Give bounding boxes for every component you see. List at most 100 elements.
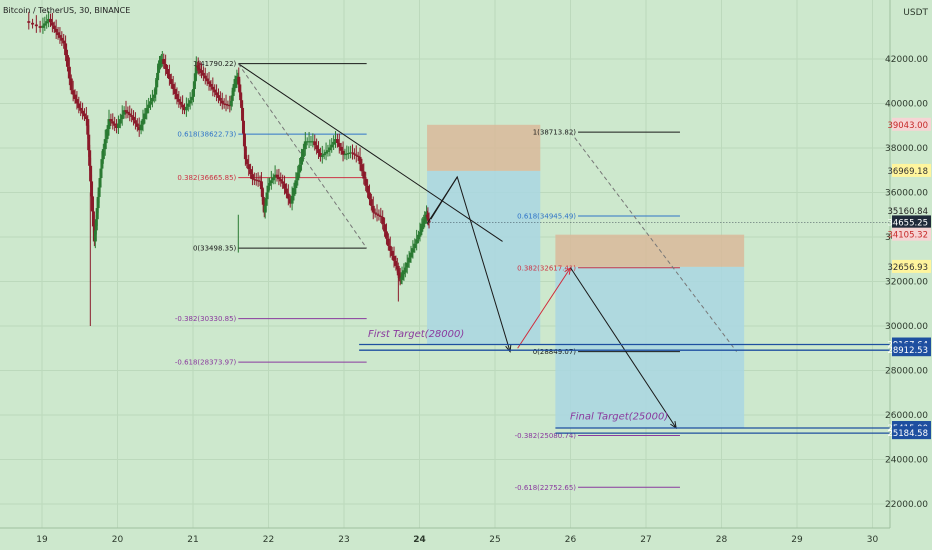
candle-body bbox=[177, 99, 181, 102]
candle-body bbox=[156, 72, 160, 81]
candle-body bbox=[317, 149, 321, 154]
right-fib-label: 1(38713.82) bbox=[533, 129, 577, 137]
candle-body bbox=[402, 272, 406, 275]
candle-body bbox=[73, 94, 77, 100]
candle-body bbox=[132, 116, 136, 121]
candle-body bbox=[54, 28, 58, 33]
candle-body bbox=[197, 67, 201, 70]
candle-body bbox=[313, 141, 317, 146]
candle-body bbox=[118, 119, 122, 124]
candle-body bbox=[277, 176, 281, 180]
candle-body bbox=[179, 101, 183, 105]
candle-body bbox=[79, 107, 83, 111]
candle-body bbox=[220, 100, 224, 104]
candle-body bbox=[150, 97, 154, 102]
candle-body bbox=[403, 267, 407, 273]
candle-body bbox=[292, 188, 296, 196]
candle-body bbox=[358, 156, 362, 165]
first-target-annotation: First Target(28000) bbox=[368, 329, 464, 340]
candle-body bbox=[120, 114, 124, 120]
candle-body bbox=[192, 81, 196, 90]
candle-body bbox=[259, 181, 263, 190]
time-tick-label: 30 bbox=[867, 535, 879, 545]
first-stop-box bbox=[427, 124, 541, 171]
candle-body bbox=[159, 60, 163, 63]
candle-body bbox=[41, 25, 45, 28]
position-boxes bbox=[427, 124, 745, 429]
candle-body bbox=[86, 119, 90, 135]
candle-body bbox=[209, 84, 213, 87]
candle-body bbox=[260, 189, 264, 197]
candle-body bbox=[279, 179, 283, 182]
candle-body bbox=[115, 125, 119, 128]
price-badge-label: 35160.84 bbox=[887, 207, 928, 217]
candle-body bbox=[425, 214, 429, 217]
price-tick-label: 42000.00 bbox=[885, 55, 928, 65]
candle-body bbox=[349, 152, 353, 154]
price-series bbox=[27, 10, 431, 326]
candle-body bbox=[164, 64, 168, 70]
fib-ray-right bbox=[570, 131, 737, 352]
scenario-path-three bbox=[570, 267, 677, 429]
candle-body bbox=[89, 165, 93, 182]
candle-body bbox=[62, 40, 66, 44]
price-axis-panel bbox=[890, 0, 932, 550]
candle-body bbox=[379, 215, 383, 217]
right-fib-label: 0(28849.07) bbox=[533, 348, 577, 356]
candle-body bbox=[418, 231, 422, 235]
candle-body bbox=[81, 110, 85, 114]
final-target-box bbox=[555, 266, 745, 429]
candle-body bbox=[232, 85, 236, 91]
final-stop-box bbox=[555, 234, 745, 267]
candle-body bbox=[424, 216, 428, 220]
candle-body bbox=[135, 123, 139, 127]
candle-body bbox=[375, 213, 379, 215]
candle-body bbox=[332, 141, 336, 145]
candle-body bbox=[286, 193, 290, 199]
candle-body bbox=[97, 187, 101, 197]
candle-body bbox=[155, 80, 159, 88]
price-badge bbox=[892, 215, 931, 229]
candle-body bbox=[401, 274, 405, 276]
scenario-path-two bbox=[517, 267, 571, 349]
candle-body bbox=[388, 245, 392, 251]
candle-body bbox=[60, 37, 64, 41]
candle-body bbox=[211, 86, 215, 90]
candle-body bbox=[320, 155, 324, 157]
candle-body bbox=[65, 55, 69, 67]
candle-body bbox=[390, 250, 394, 256]
candle-body bbox=[267, 183, 271, 186]
candle-body bbox=[288, 198, 292, 204]
candle-body bbox=[137, 126, 141, 131]
candle-body bbox=[218, 97, 222, 101]
candle-body bbox=[326, 150, 330, 152]
candle-body bbox=[128, 113, 132, 116]
candle-body bbox=[383, 224, 387, 232]
candle-body bbox=[133, 120, 137, 124]
candle-body bbox=[193, 73, 197, 82]
candle-body bbox=[256, 180, 260, 182]
candle-body bbox=[354, 154, 358, 156]
candle-body bbox=[409, 252, 413, 258]
candle-body bbox=[226, 104, 230, 106]
candle-body bbox=[113, 123, 117, 126]
price-badge bbox=[892, 259, 931, 273]
candle-body bbox=[350, 152, 354, 154]
candle-body bbox=[399, 277, 403, 280]
candle-body bbox=[230, 95, 234, 101]
candle-body bbox=[369, 199, 373, 206]
candle-body bbox=[149, 101, 153, 105]
time-tick-label: 20 bbox=[112, 535, 124, 545]
candle-body bbox=[238, 84, 242, 93]
right-fib-label: 0.618(34945.49) bbox=[517, 212, 576, 220]
left-fib-label: -0.382(30330.85) bbox=[175, 315, 237, 323]
first-target-box bbox=[427, 170, 541, 345]
price-tick-label: 24000.00 bbox=[885, 456, 928, 466]
candle-body bbox=[243, 146, 247, 160]
right-fib: 1(38713.82) 0.618(34945.49) 0.382(32617.41… bbox=[515, 129, 680, 492]
price-tick-label: 30000.00 bbox=[885, 322, 928, 332]
candle-body bbox=[265, 192, 269, 200]
left-fib-label: 0.382(36665.85) bbox=[177, 174, 236, 182]
